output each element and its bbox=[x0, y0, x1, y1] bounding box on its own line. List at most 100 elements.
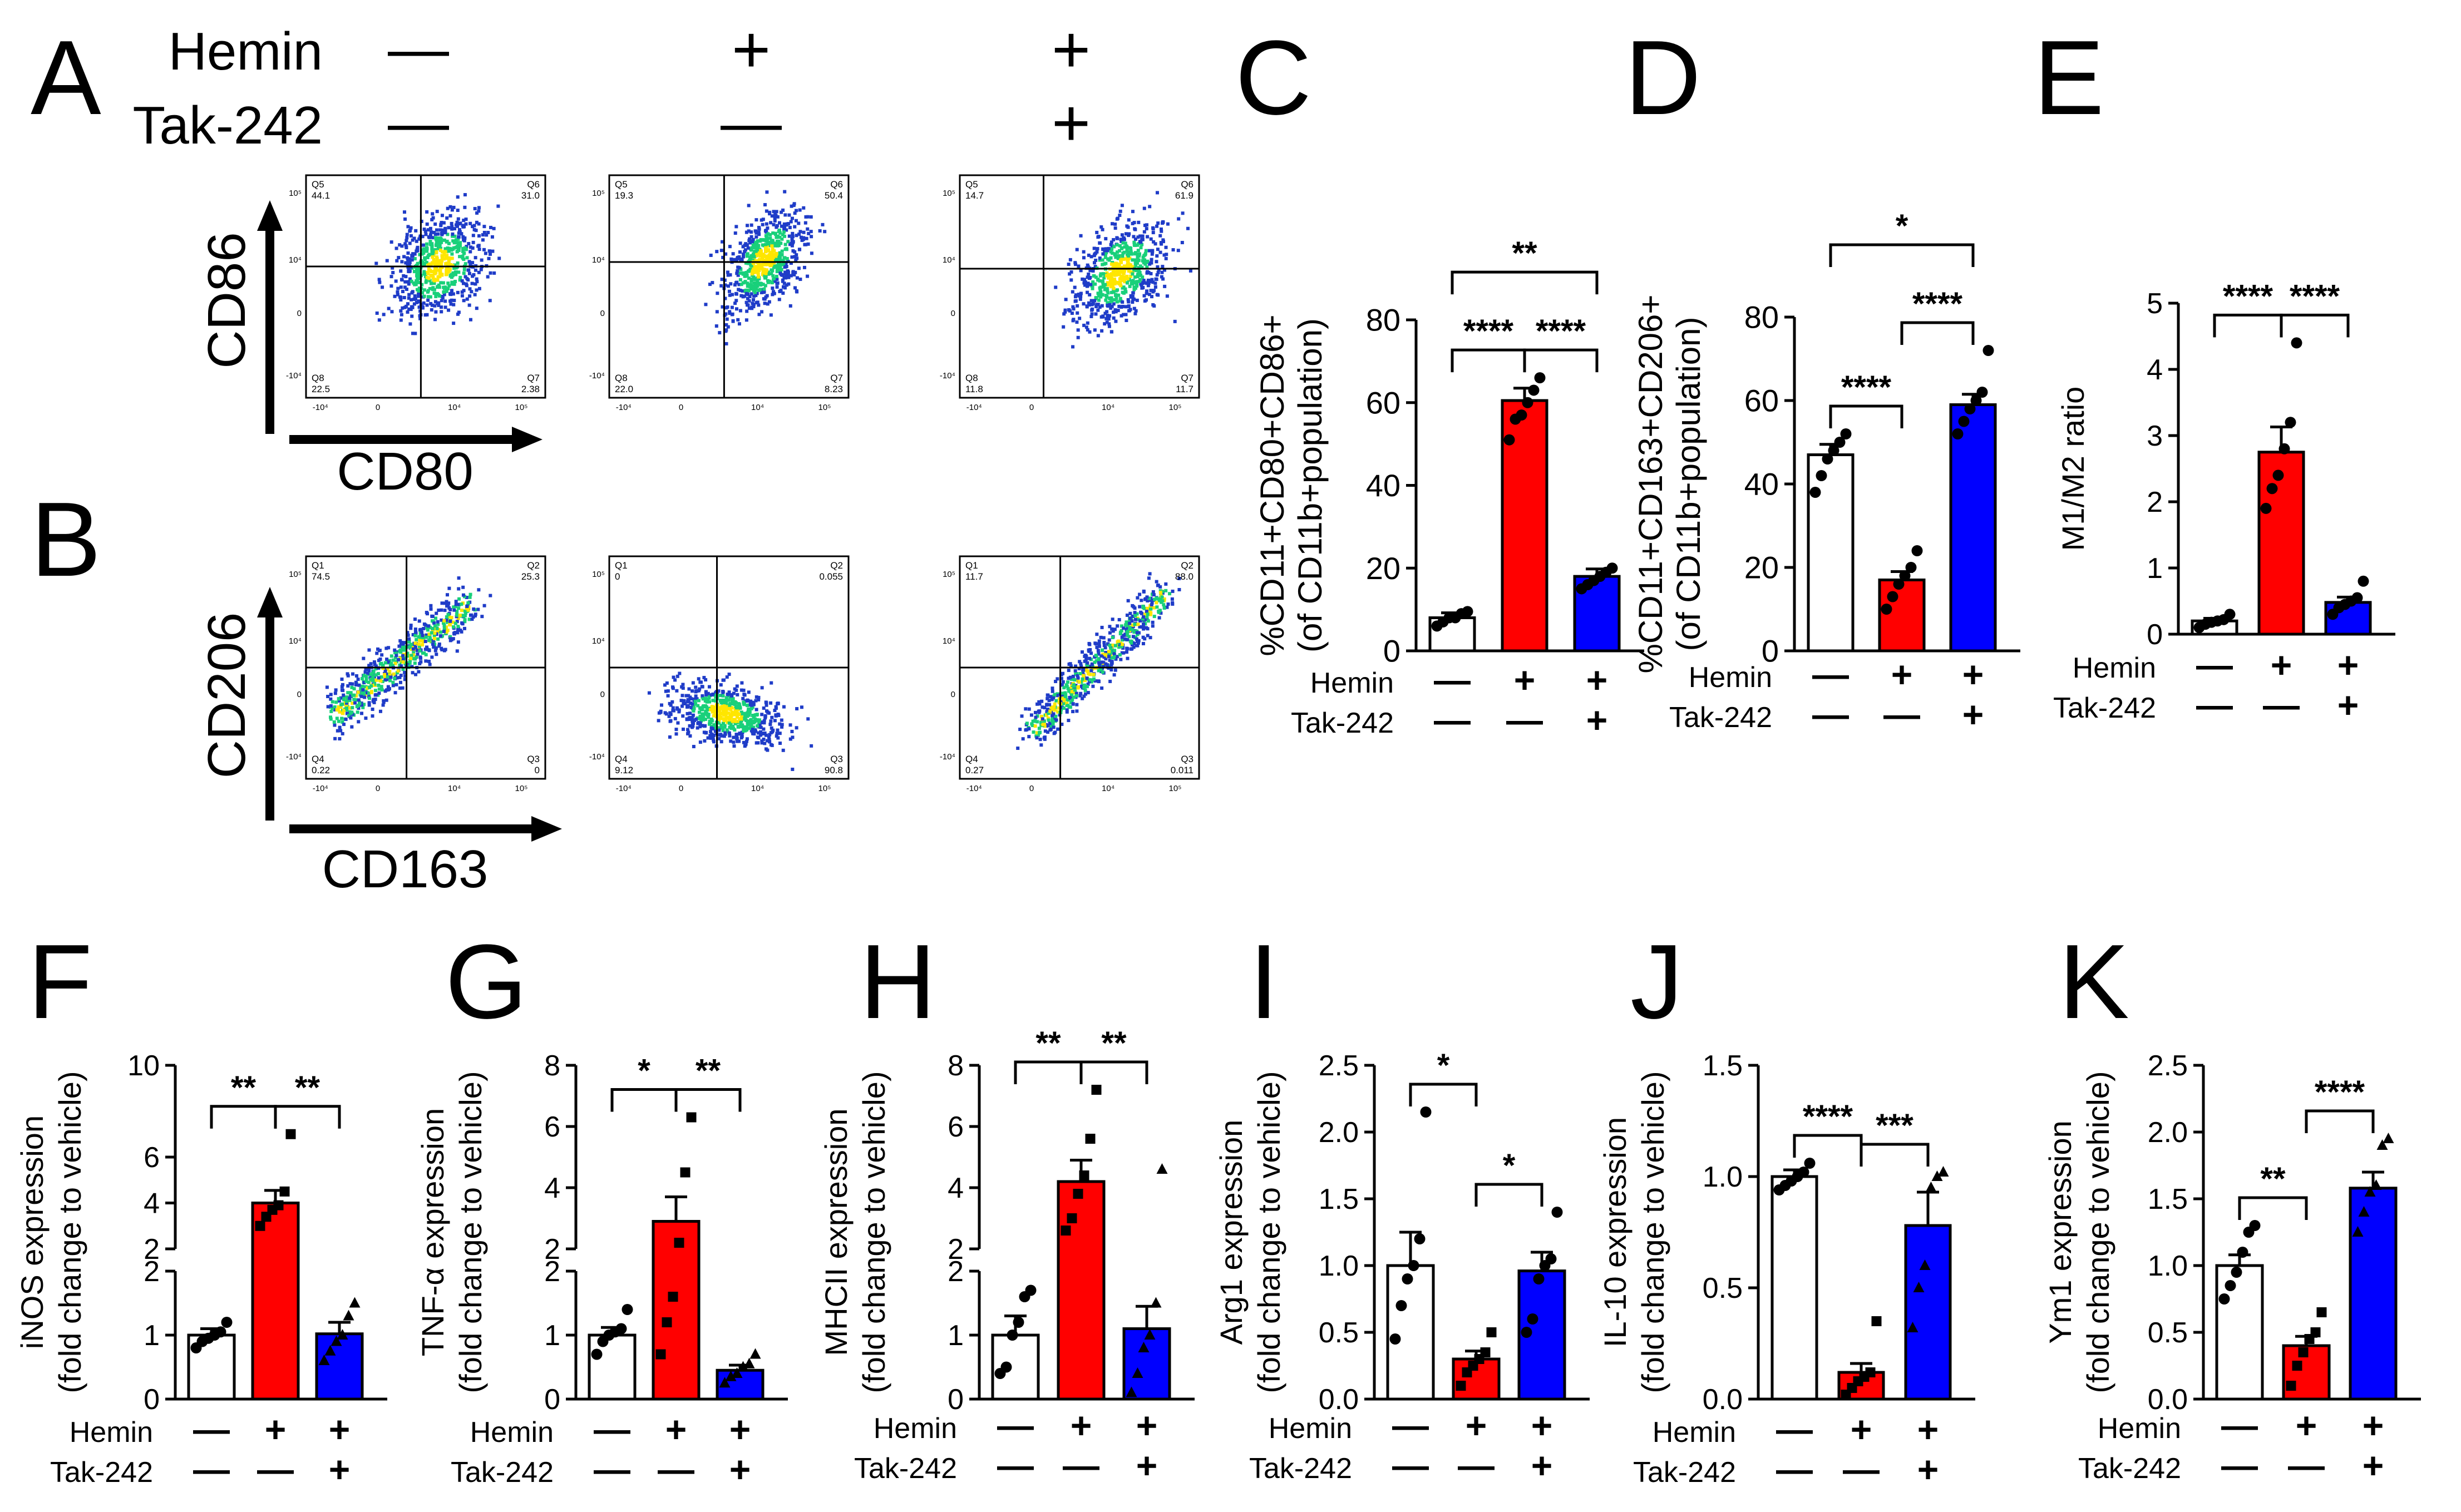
flow-event-dot bbox=[396, 286, 400, 290]
flow-event-dot bbox=[445, 625, 448, 629]
flow-event-dot bbox=[1131, 294, 1135, 298]
flow-event-dot bbox=[389, 275, 393, 279]
significance-bracket bbox=[1451, 270, 1599, 295]
flow-event-dot bbox=[421, 243, 425, 247]
flow-x-tick-label: 0 bbox=[1029, 403, 1034, 412]
y-tick-label: 2 bbox=[948, 1256, 964, 1288]
flow-event-dot bbox=[455, 238, 458, 242]
flow-event-dot bbox=[795, 253, 798, 257]
flow-event-dot bbox=[1064, 298, 1068, 302]
flow-event-dot bbox=[726, 720, 729, 724]
flow-event-dot bbox=[697, 689, 701, 693]
flow-event-dot bbox=[1067, 719, 1071, 723]
flow-event-dot bbox=[807, 231, 811, 235]
flow-event-dot bbox=[1121, 304, 1125, 308]
flow-event-dot bbox=[783, 234, 787, 238]
flow-event-dot bbox=[364, 689, 368, 693]
flow-event-dot bbox=[738, 706, 742, 710]
data-point bbox=[2310, 1327, 2321, 1337]
flow-event-dot bbox=[359, 694, 363, 698]
flow-event-dot bbox=[389, 661, 393, 665]
flow-event-dot bbox=[491, 249, 495, 253]
flow-event-dot bbox=[1149, 611, 1153, 615]
flow-event-dot bbox=[1088, 293, 1092, 297]
flow-event-dot bbox=[1117, 304, 1121, 308]
flow-event-dot bbox=[477, 209, 481, 213]
flow-event-dot bbox=[1091, 684, 1095, 688]
flow-event-dot bbox=[1181, 211, 1185, 215]
flow-event-dot bbox=[448, 635, 452, 639]
flow-event-dot bbox=[776, 215, 780, 219]
flow-event-dot bbox=[472, 224, 476, 228]
flow-event-dot bbox=[1156, 270, 1160, 274]
flow-event-dot bbox=[372, 669, 376, 673]
flow-event-dot bbox=[394, 279, 398, 283]
flow-event-dot bbox=[450, 221, 453, 225]
flow-event-dot bbox=[721, 729, 725, 733]
flow-event-dot bbox=[1108, 631, 1112, 635]
flow-event-dot bbox=[1132, 221, 1136, 225]
data-point bbox=[324, 1345, 336, 1356]
flow-event-dot bbox=[665, 681, 669, 685]
flow-event-dot bbox=[1161, 265, 1165, 269]
flow-event-dot bbox=[717, 719, 721, 723]
flow-event-dot bbox=[367, 648, 371, 652]
condition-tak-label: Tak-242 bbox=[854, 1452, 957, 1485]
flow-event-dot bbox=[781, 748, 785, 752]
flow-event-dot bbox=[725, 317, 729, 321]
flow-event-dot bbox=[401, 643, 405, 647]
flow-event-dot bbox=[802, 206, 806, 210]
flow-event-dot bbox=[480, 258, 484, 262]
flow-event-dot bbox=[445, 271, 449, 275]
flow-event-dot bbox=[754, 218, 758, 222]
flow-event-dot bbox=[451, 232, 455, 236]
flow-event-dot bbox=[771, 274, 775, 278]
flow-event-dot bbox=[433, 269, 437, 273]
flow-event-dot bbox=[423, 313, 427, 317]
flow-event-dot bbox=[412, 270, 416, 274]
condition-hemin-label: Hemin bbox=[2098, 1412, 2181, 1445]
flow-b-y-arrow bbox=[257, 587, 283, 821]
flow-event-dot bbox=[1103, 255, 1107, 259]
flow-event-dot bbox=[378, 649, 382, 653]
flow-event-dot bbox=[737, 704, 741, 708]
flow-event-dot bbox=[1146, 235, 1150, 239]
flow-event-dot bbox=[1067, 308, 1071, 312]
significance-label: **** bbox=[1803, 1099, 1853, 1135]
flow-event-dot bbox=[782, 227, 786, 231]
data-point bbox=[1462, 606, 1473, 617]
quadrant-ll-value: 22.5 bbox=[312, 384, 330, 394]
flow-event-dot bbox=[1117, 641, 1121, 645]
flow-event-dot bbox=[338, 737, 342, 741]
flow-event-dot bbox=[1025, 722, 1029, 725]
flow-event-dot bbox=[401, 654, 405, 658]
flow-event-dot bbox=[687, 687, 691, 691]
significance-label: **** bbox=[1536, 313, 1586, 349]
flow-event-dot bbox=[442, 627, 446, 631]
flow-event-dot bbox=[431, 251, 435, 255]
flow-event-dot bbox=[1038, 702, 1042, 706]
condition-hemin-sign: + bbox=[1531, 1405, 1553, 1446]
flow-event-dot bbox=[433, 624, 437, 628]
flow-event-dot bbox=[1116, 280, 1120, 284]
flow-event-dot bbox=[695, 697, 699, 701]
flow-event-dot bbox=[456, 209, 460, 213]
flow-event-dot bbox=[1094, 659, 1098, 663]
condition-tak-sign: + bbox=[1962, 694, 1984, 735]
flow-event-dot bbox=[415, 300, 418, 304]
flow-event-dot bbox=[1067, 669, 1071, 673]
data-point bbox=[273, 1200, 284, 1210]
flow-event-dot bbox=[791, 240, 795, 244]
flow-event-dot bbox=[1037, 727, 1041, 730]
flow-event-dot bbox=[784, 261, 788, 265]
flow-event-dot bbox=[1153, 281, 1157, 285]
flow-event-dot bbox=[1136, 596, 1140, 600]
flow-event-dot bbox=[747, 703, 751, 707]
data-point bbox=[680, 1167, 691, 1178]
flow-event-dot bbox=[1161, 599, 1165, 603]
flow-event-dot bbox=[402, 255, 406, 259]
flow-event-dot bbox=[762, 706, 766, 710]
flow-event-dot bbox=[1126, 225, 1130, 229]
flow-event-dot bbox=[698, 725, 702, 729]
flow-event-dot bbox=[752, 275, 756, 279]
